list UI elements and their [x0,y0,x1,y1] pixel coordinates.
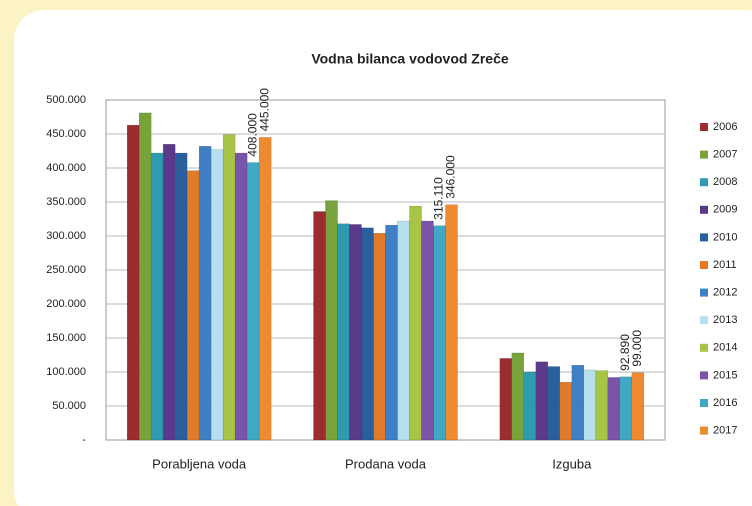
y-tick-label: 250.000 [46,264,86,276]
legend-swatch [700,205,708,214]
bar [174,152,188,441]
bar [258,137,272,441]
bar [126,124,140,441]
data-label: 92.890 [618,334,632,371]
legend-label: 2010 [713,231,737,243]
bar [583,369,597,441]
legend-label: 2016 [713,397,737,409]
legend-label: 2012 [713,287,737,299]
bar [138,112,152,441]
chart-title: Vodna bilanca vodovod Zreče [311,51,509,67]
bar [631,372,645,441]
legend-label: 2017 [713,425,737,437]
bar [313,211,326,441]
bar [433,225,446,441]
bar [198,145,212,441]
bar [607,377,621,441]
data-label: 99.000 [630,330,644,367]
legend-label: 2006 [713,121,737,133]
data-label: 315.110 [432,177,446,220]
bar [511,352,525,441]
legend-label: 2008 [713,176,737,188]
bar [523,371,537,441]
legend-label: 2015 [713,369,737,381]
bar [349,224,362,441]
bar [186,170,200,441]
legend-label: 2009 [713,204,737,216]
bar [571,364,585,441]
legend-swatch [700,123,708,131]
bar [325,200,338,441]
legend-swatch [700,343,708,352]
bar [559,381,573,441]
legend-label: 2007 [713,149,737,161]
legend-label: 2014 [713,342,737,354]
y-tick-label: 450.000 [46,128,86,140]
legend-swatch [700,233,708,242]
bar [210,149,224,441]
data-label: 346.000 [444,155,458,199]
y-tick-label: 200.000 [46,298,86,310]
bar [150,152,164,441]
bar [361,227,374,441]
legend-swatch [700,261,708,269]
bar [595,370,609,441]
legend-swatch [700,399,708,407]
bar [234,152,248,441]
y-tick-label: 150.000 [46,332,86,344]
y-tick-label: 400.000 [46,162,86,174]
y-tick-label: 100.000 [46,366,86,378]
y-tick-label: - [82,434,86,446]
bar [162,143,176,441]
data-label: 445.000 [257,88,271,132]
y-tick-label: 50.000 [52,400,86,412]
bar [421,220,434,441]
bar [499,358,513,441]
bar [222,134,236,441]
legend-label: 2011 [713,259,737,271]
y-tick-label: 300.000 [46,230,86,242]
legend-swatch [700,178,708,187]
bar [246,162,260,441]
data-label: 408.000 [245,113,259,157]
legend-swatch [700,316,708,325]
bar [547,366,561,441]
bar [373,233,386,441]
bar [535,361,549,441]
x-tick-label: Prodana voda [345,456,427,471]
legend-swatch [700,288,708,297]
legend-swatch [700,426,708,435]
bar [409,205,422,441]
y-tick-label: 500.000 [46,94,86,106]
y-tick-label: 350.000 [46,196,86,208]
legend-label: 2013 [713,314,737,326]
bar [337,223,350,441]
bar [385,224,398,441]
bar [619,376,633,441]
legend-swatch [700,150,708,159]
legend-swatch [700,371,708,380]
x-tick-label: Izguba [552,456,592,471]
x-tick-label: Porabljena voda [152,456,247,471]
bar [397,220,410,441]
bar [445,204,458,441]
